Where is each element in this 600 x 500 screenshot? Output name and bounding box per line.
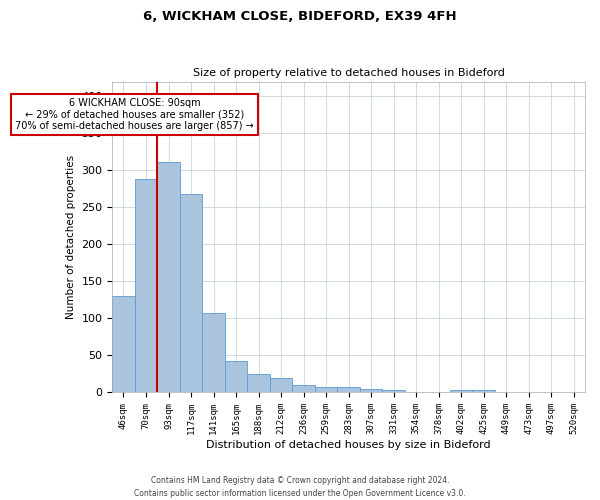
Bar	[202, 312, 225, 392]
Title: Size of property relative to detached houses in Bideford: Size of property relative to detached ho…	[193, 68, 505, 78]
Text: 6 WICKHAM CLOSE: 90sqm
← 29% of detached houses are smaller (352)
70% of semi-de: 6 WICKHAM CLOSE: 90sqm ← 29% of detached…	[16, 98, 254, 131]
Bar	[135, 180, 157, 392]
Bar	[292, 385, 315, 392]
Bar	[315, 386, 337, 392]
X-axis label: Distribution of detached houses by size in Bideford: Distribution of detached houses by size …	[206, 440, 491, 450]
Bar	[382, 390, 405, 392]
Bar	[360, 389, 382, 392]
Bar	[450, 390, 472, 392]
Bar	[337, 388, 360, 392]
Bar	[472, 390, 495, 392]
Bar	[247, 374, 270, 392]
Bar	[225, 362, 247, 392]
Text: 6, WICKHAM CLOSE, BIDEFORD, EX39 4FH: 6, WICKHAM CLOSE, BIDEFORD, EX39 4FH	[143, 10, 457, 23]
Bar	[270, 378, 292, 392]
Bar	[157, 162, 180, 392]
Bar	[180, 194, 202, 392]
Text: Contains HM Land Registry data © Crown copyright and database right 2024.
Contai: Contains HM Land Registry data © Crown c…	[134, 476, 466, 498]
Bar	[112, 296, 135, 392]
Y-axis label: Number of detached properties: Number of detached properties	[66, 155, 76, 319]
